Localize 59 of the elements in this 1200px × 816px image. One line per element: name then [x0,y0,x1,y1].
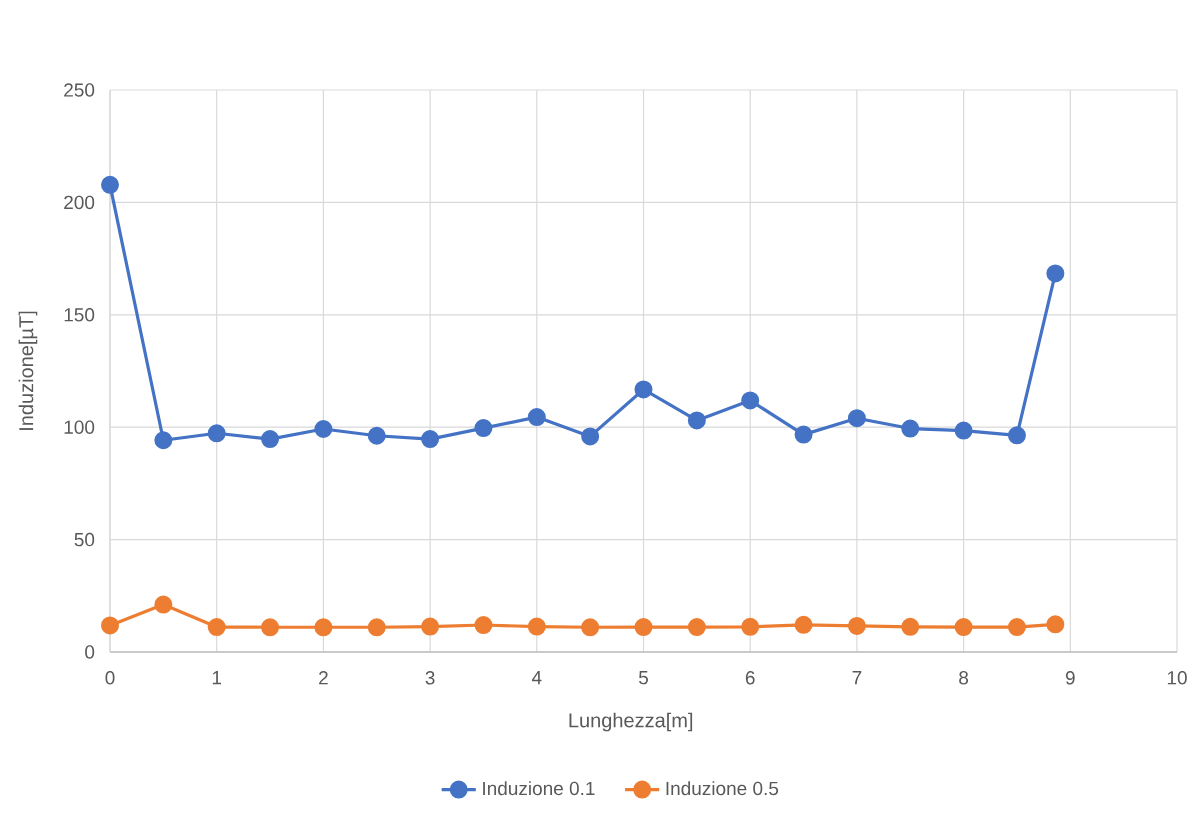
point [367,618,386,637]
point [314,618,333,637]
point [101,616,119,635]
x-tick-label: 6 [745,671,755,685]
legend-label: Induzione 0.5 [666,781,779,796]
point [634,380,653,399]
y-axis-title: Induzione[µT] [18,311,38,430]
point [741,617,760,636]
x-tick-label: 4 [531,671,542,685]
point [1007,618,1026,637]
point [421,617,440,636]
x-tick-label: 5 [638,671,649,685]
y-tick-label: 250 [64,83,95,97]
point [847,409,866,428]
y-tick-label: 0 [85,645,95,659]
point [527,617,546,636]
point [527,408,546,427]
point [474,616,493,635]
point [741,391,760,410]
y-tick-label: 50 [74,532,95,547]
point [1046,615,1065,634]
y-tick-label: 150 [64,308,95,322]
x-tick-label: 10 [1167,671,1187,685]
point [261,618,280,637]
point [687,618,706,637]
x-tick-label: 7 [852,671,862,685]
point [794,615,813,634]
point [101,175,119,194]
x-axis-title: Lunghezza[m] [569,712,693,732]
point [421,430,440,449]
x-tick-label: 9 [1065,671,1075,685]
point [954,618,973,637]
point [474,419,493,438]
point [154,595,173,614]
point [901,617,920,636]
x-tick-label: 3 [425,671,435,685]
x-tick-label: 8 [959,671,969,685]
point [634,618,653,637]
point [794,425,813,444]
x-tick-label: 1 [212,671,222,685]
point [581,427,600,446]
point [901,419,920,438]
x-tick-label: 0 [105,671,115,685]
point [954,421,973,440]
point [207,618,226,637]
point [1007,426,1026,445]
point [261,430,280,449]
point [1046,264,1065,283]
point [207,424,226,443]
x-tick-label: 2 [319,671,328,685]
point [847,616,866,635]
legend-label: Induzione 0.1 [483,781,595,796]
point [581,618,600,637]
point [314,420,333,438]
y-tick-label: 200 [64,195,95,210]
point [154,431,173,450]
point [687,411,706,430]
y-tick-label: 100 [64,420,95,434]
point [367,426,386,445]
